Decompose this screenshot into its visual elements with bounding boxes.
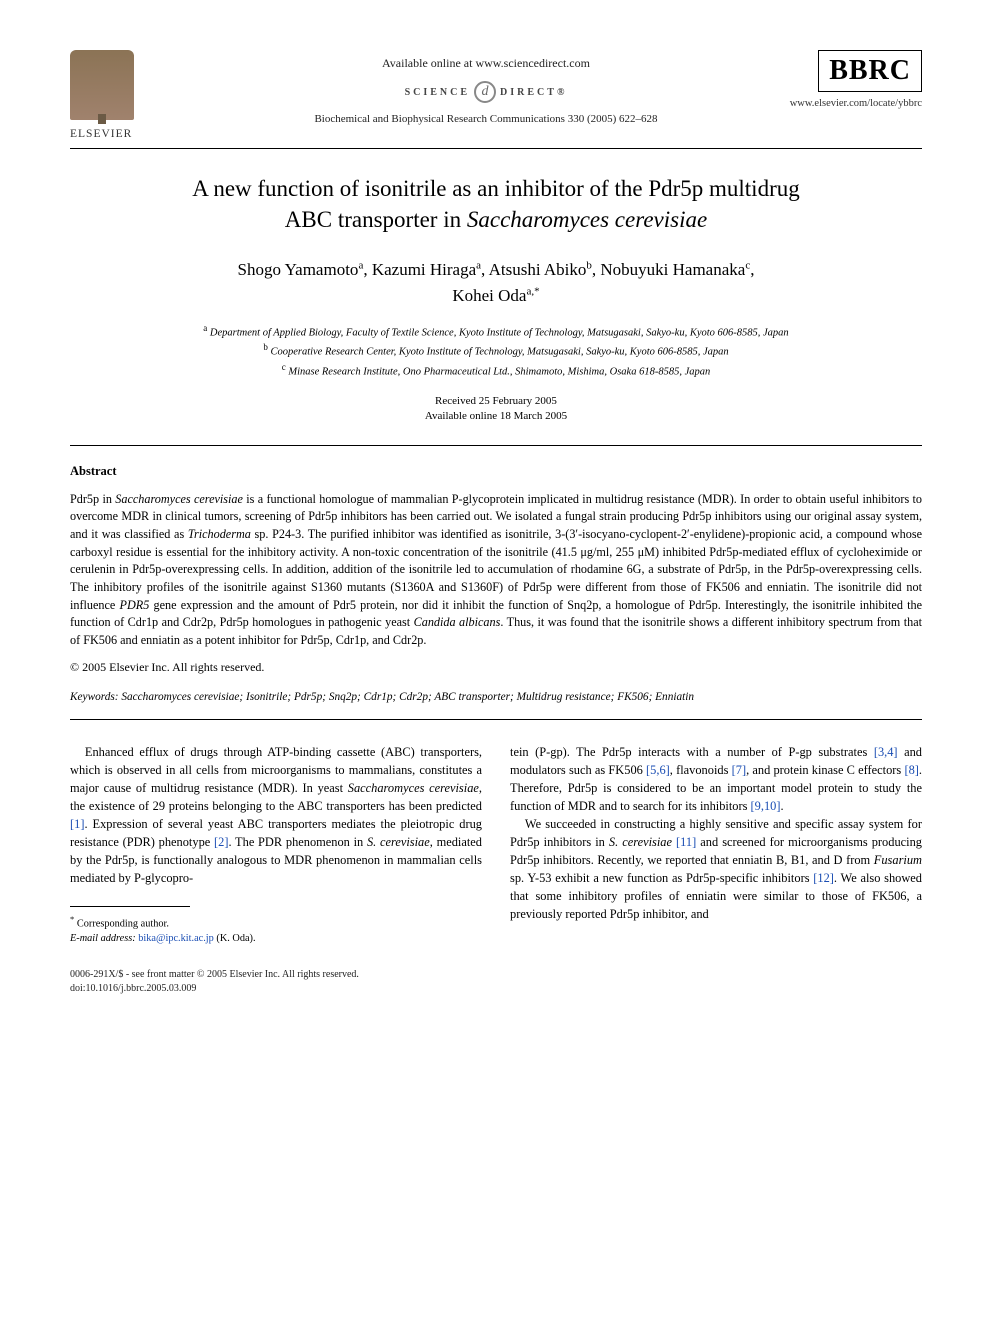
title-line1: A new function of isonitrile as an inhib… [192,176,800,201]
aff-b-sup: b [263,342,268,352]
elsevier-text: ELSEVIER [70,128,132,140]
ref-link-5-6[interactable]: [5,6] [646,763,670,777]
sciencedirect-logo: SCIENCE d DIRECT® [210,81,762,103]
author-4: Nobuyuki Hamanaka [600,260,745,279]
available-date: Available online 18 March 2005 [425,410,567,422]
elsevier-tree-icon [70,50,134,120]
abs-s2-ital: Trichoderma [188,527,251,541]
sd-circle-icon: d [474,81,496,103]
body-columns: Enhanced efflux of drugs through ATP-bin… [70,744,922,946]
email-post: (K. Oda). [214,933,256,944]
affiliations: a Department of Applied Biology, Faculty… [70,322,922,380]
aff-a-sup: a [203,323,207,333]
br-p1-f: . [780,799,783,813]
author-1: Shogo Yamamoto [238,260,359,279]
sd-left-text: SCIENCE [405,87,470,98]
footer-line1: 0006-291X/$ - see front matter © 2005 El… [70,968,922,982]
header-right: BBRC www.elsevier.com/locate/ybbrc [762,50,922,109]
corr-text: Corresponding author. [77,918,169,929]
abstract-bottom-divider [70,719,922,720]
author-2-sup: a [476,259,481,271]
author-5: Kohei Oda [452,286,526,305]
paper-title: A new function of isonitrile as an inhib… [110,173,882,235]
journal-citation: Biochemical and Biophysical Research Com… [210,113,762,125]
author-3: Atsushi Abiko [489,260,587,279]
abstract-copyright: © 2005 Elsevier Inc. All rights reserved… [70,660,922,675]
title-line2-ital: Saccharomyces cerevisiae [467,207,707,232]
ref-link-8[interactable]: [8] [904,763,918,777]
ref-link-2[interactable]: [2] [214,835,228,849]
footnote-block: * Corresponding author. E-mail address: … [70,913,482,946]
email-label: E-mail address: [70,933,136,944]
ref-link-9-10[interactable]: [9,10] [751,799,781,813]
abs-s3-ital: PDR5 [120,598,150,612]
author-4-sup: c [745,259,750,271]
ref-link-7[interactable]: [7] [732,763,746,777]
abstract-heading: Abstract [70,464,922,479]
bl-p1-ital1: Saccharomyces cerevisiae [348,781,479,795]
aff-c-text: Minase Research Institute, Ono Pharmaceu… [288,366,710,377]
br-p2-d: sp. Y-53 exhibit a new function as Pdr5p… [510,871,813,885]
ref-link-11[interactable]: [11] [676,835,696,849]
br-p1-d: , and protein kinase C effectors [746,763,904,777]
keywords-line: Keywords: Saccharomyces cerevisiae; Ison… [70,691,922,703]
body-left-p1: Enhanced efflux of drugs through ATP-bin… [70,744,482,888]
body-right-p1: tein (P-gp). The Pdr5p interacts with a … [510,744,922,816]
corresponding-author-line: * Corresponding author. [70,913,482,932]
sd-right-text: DIRECT® [500,87,567,98]
footnote-separator [70,906,190,907]
email-line: E-mail address: bika@ipc.kit.ac.jp (K. O… [70,932,482,946]
keywords-text: Saccharomyces cerevisiae; Isonitrile; Pd… [119,691,695,703]
abstract-top-divider [70,445,922,446]
abs-s1-ital: Saccharomyces cerevisiae [115,492,243,506]
aff-b-text: Cooperative Research Center, Kyoto Insti… [270,347,728,358]
author-3-sup: b [586,259,592,271]
header-divider [70,148,922,149]
corr-marker: * [70,914,74,924]
article-dates: Received 25 February 2005 Available onli… [70,394,922,425]
br-p2-ital1: S. cerevisiae [609,835,672,849]
br-p1-c: , flavonoids [670,763,732,777]
author-5-sup: a,* [526,285,539,297]
author-2: Kazumi Hiraga [372,260,476,279]
abstract-body: Pdr5p in Saccharomyces cerevisiae is a f… [70,491,922,650]
available-online-line: Available online at www.sciencedirect.co… [210,56,762,71]
br-p1-a: tein (P-gp). The Pdr5p interacts with a … [510,745,874,759]
page-footer: 0006-291X/$ - see front matter © 2005 El… [70,968,922,996]
body-column-left: Enhanced efflux of drugs through ATP-bin… [70,744,482,946]
header-center: Available online at www.sciencedirect.co… [210,50,762,125]
ref-link-3-4[interactable]: [3,4] [874,745,898,759]
elsevier-logo: ELSEVIER [70,50,210,140]
locate-url: www.elsevier.com/locate/ybbrc [762,98,922,109]
title-line2-pre: ABC transporter in [285,207,467,232]
abs-s1-pre: Pdr5p in [70,492,115,506]
ref-link-1[interactable]: [1] [70,817,84,831]
keywords-label: Keywords: [70,691,119,703]
received-date: Received 25 February 2005 [435,395,557,407]
aff-c-sup: c [282,362,286,372]
ref-link-12[interactable]: [12] [813,871,834,885]
page-header: ELSEVIER Available online at www.science… [70,50,922,140]
bl-p1-d: . The PDR phenomenon in [228,835,367,849]
publisher-logo-block: ELSEVIER [70,50,210,140]
author-list: Shogo Yamamotoa, Kazumi Hiragaa, Atsushi… [100,257,892,308]
body-right-p2: We succeeded in constructing a highly se… [510,816,922,924]
body-column-right: tein (P-gp). The Pdr5p interacts with a … [510,744,922,946]
author-1-sup: a [358,259,363,271]
br-p2-ital2: Fusarium [874,853,922,867]
footer-doi: doi:10.1016/j.bbrc.2005.03.009 [70,982,922,996]
abs-s4-ital: Candida albicans [414,615,501,629]
email-link[interactable]: bika@ipc.kit.ac.jp [138,933,214,944]
journal-logo: BBRC [818,50,922,92]
bl-p1-ital2: S. cerevisiae [367,835,430,849]
aff-a-text: Department of Applied Biology, Faculty o… [210,328,789,339]
